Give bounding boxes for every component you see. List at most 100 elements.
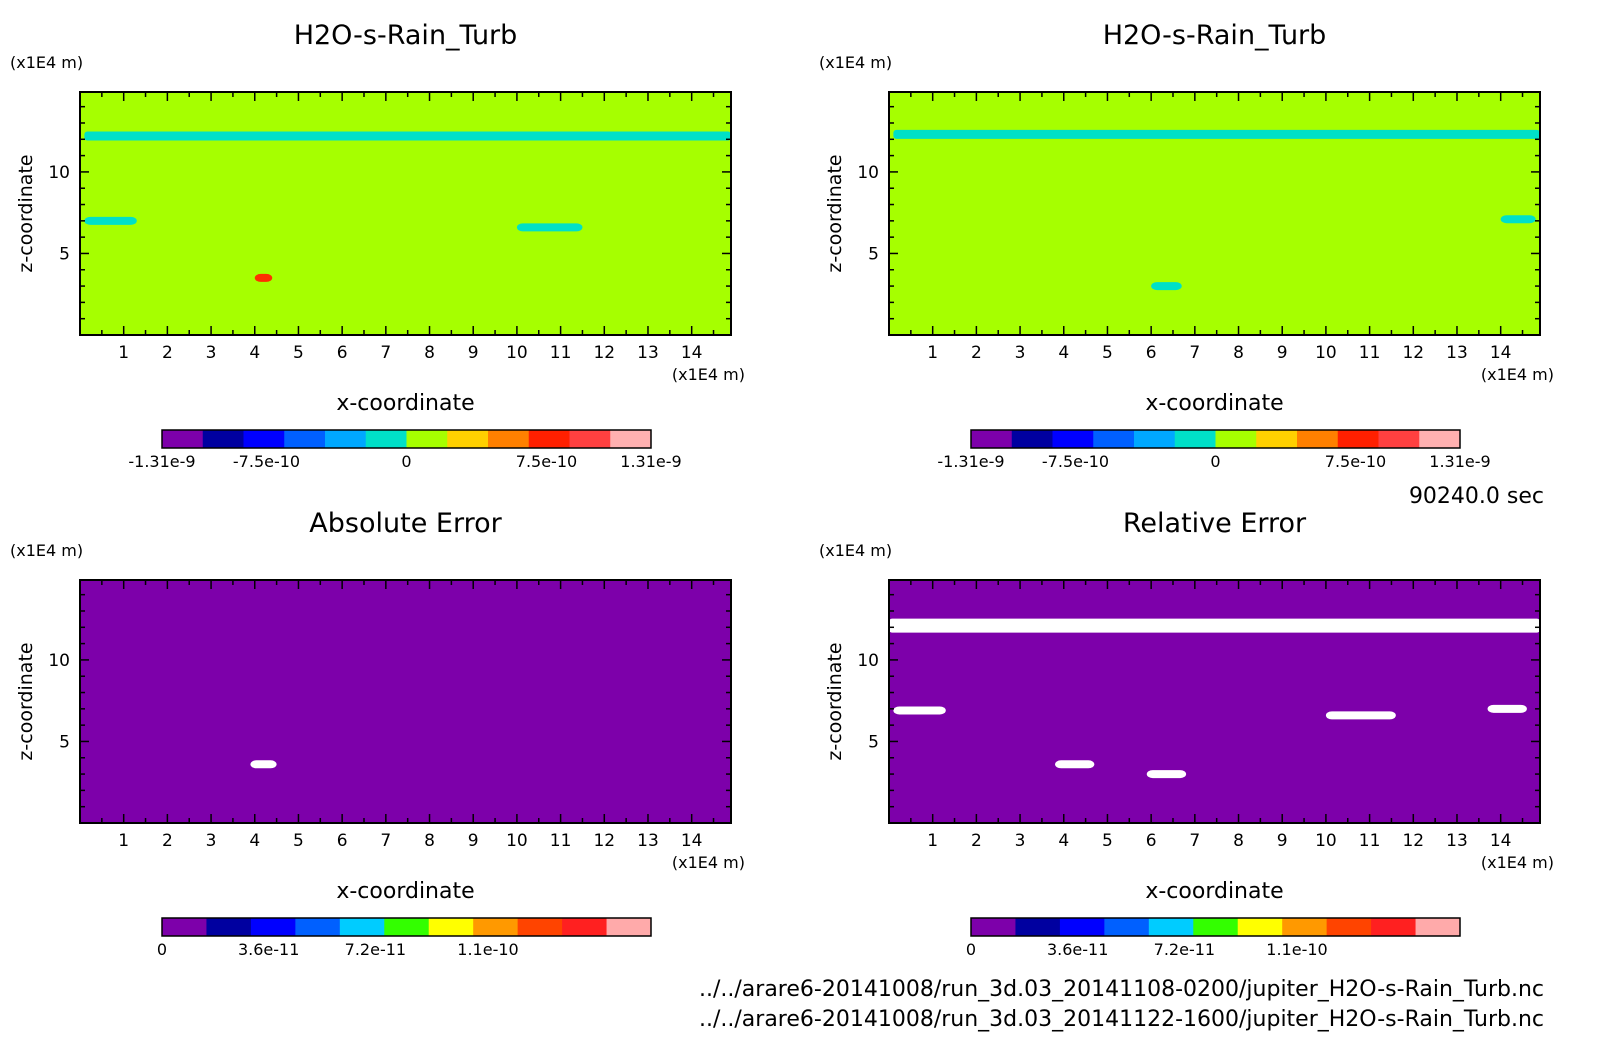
y-tick-label: 5	[59, 732, 70, 752]
colorbar-frame	[161, 917, 652, 937]
x-tick-label: 5	[1102, 343, 1113, 363]
y-tick-label: 10	[857, 163, 879, 183]
colorbar-label: 7.5e-10	[1325, 452, 1386, 471]
field-feature-2	[84, 216, 137, 225]
colorbar-swatch	[1015, 918, 1061, 936]
x-tick-label: 14	[1490, 343, 1512, 363]
colorbar-label: -1.31e-9	[937, 452, 1004, 471]
x-tick-label: 9	[1277, 343, 1288, 363]
y-tick-label: 10	[48, 651, 70, 671]
colorbar-swatch	[1193, 918, 1239, 936]
colorbar-swatch	[365, 430, 407, 448]
field-area	[889, 580, 1540, 823]
chart-panel-3: Absolute Error(x1E4 m)1 2 3 4 5 6 7 8 9 10 11 12 13 1…	[10, 508, 745, 959]
chart-panel-1: H2O-s-Rain_Turb(x1E4 m)1 2 3 4 5 6 7 8 9 10 11 12 13…	[10, 20, 745, 471]
y-tick-label: 5	[59, 244, 70, 264]
colorbar-swatch	[528, 430, 570, 448]
colorbar-label: 7.2e-11	[345, 940, 406, 959]
x-tick-label: 1	[927, 343, 938, 363]
plot-frame	[888, 91, 1541, 336]
field-feature-1	[250, 760, 277, 769]
colorbar-label: 3.6e-11	[238, 940, 299, 959]
x-tick-label: 4	[249, 343, 260, 363]
colorbar-swatch	[569, 430, 611, 448]
x-tick-label: 2	[971, 831, 982, 851]
y-tick-label: 10	[48, 163, 70, 183]
colorbar-swatch	[428, 918, 474, 936]
colorbar-swatch	[562, 918, 608, 936]
colorbar-frame	[161, 429, 652, 449]
x-tick-label: 3	[1015, 343, 1026, 363]
x-tick-label: 5	[293, 831, 304, 851]
x-tick-label: 9	[468, 831, 479, 851]
x-unit-label: (x1E4 m)	[1481, 365, 1554, 384]
x-unit-label: (x1E4 m)	[672, 853, 745, 872]
colorbar-label: 1.1e-10	[1266, 940, 1327, 959]
field-area	[80, 92, 731, 335]
colorbar-swatch	[1256, 430, 1298, 448]
colorbar-label: 7.5e-10	[516, 452, 577, 471]
colorbar-swatch	[1093, 430, 1135, 448]
file-path-1: ../../arare6-20141008/run_3d.03_20141108…	[699, 977, 1544, 1002]
colorbar-swatch	[488, 430, 530, 448]
x-tick-label: 12	[1402, 831, 1424, 851]
colorbar-label: -1.31e-9	[128, 452, 195, 471]
x-tick-label: 9	[468, 343, 479, 363]
x-tick-label: 11	[1359, 831, 1381, 851]
x-unit-label: (x1E4 m)	[1481, 853, 1554, 872]
x-tick-label: 2	[971, 343, 982, 363]
colorbar-swatch	[250, 918, 296, 936]
x-tick-label: 13	[1446, 831, 1468, 851]
field-feature-3	[1151, 282, 1182, 291]
file-path-2: ../../arare6-20141008/run_3d.03_20141122…	[699, 1007, 1544, 1032]
x-tick-label: 4	[1058, 343, 1069, 363]
y-axis-label: z-coordinate	[824, 154, 846, 272]
x-tick-label: 12	[593, 343, 615, 363]
field-area	[889, 92, 1540, 335]
colorbar-swatch	[1104, 918, 1150, 936]
colorbar-swatch	[1174, 430, 1216, 448]
x-tick-label: 2	[162, 831, 173, 851]
colorbar-swatch	[295, 918, 341, 936]
colorbar-swatch	[339, 918, 385, 936]
y-tick-label: 5	[868, 732, 879, 752]
colorbar-label: -7.5e-10	[233, 452, 300, 471]
field-feature-3	[516, 223, 583, 232]
field-feature-3	[1325, 711, 1396, 720]
colorbar-swatch	[971, 918, 1016, 936]
x-tick-label: 2	[162, 343, 173, 363]
y-axis-label: z-coordinate	[15, 154, 37, 272]
x-tick-label: 3	[1015, 831, 1026, 851]
chart-title: Relative Error	[1123, 508, 1307, 539]
x-tick-label: 13	[637, 831, 659, 851]
x-tick-label: 5	[1102, 831, 1113, 851]
x-tick-label: 8	[1233, 831, 1244, 851]
x-tick-label: 6	[1146, 343, 1157, 363]
colorbar-swatch	[1237, 918, 1283, 936]
plot-frame	[79, 579, 732, 824]
colorbar-swatch	[1419, 430, 1461, 448]
colorbar-label: 0	[1210, 452, 1220, 471]
x-tick-label: 3	[206, 343, 217, 363]
plot-frame	[888, 579, 1541, 824]
x-tick-label: 14	[681, 343, 703, 363]
x-tick-label: 10	[506, 343, 528, 363]
chart-panel-2: H2O-s-Rain_Turb(x1E4 m)1 2 3 4 5 6 7 8 9 10 11 12 13…	[819, 20, 1554, 471]
x-tick-label: 8	[424, 343, 435, 363]
colorbar-label: 3.6e-11	[1047, 940, 1108, 959]
chart-title: H2O-s-Rain_Turb	[1103, 20, 1327, 51]
chart-panel-4: Relative Error(x1E4 m)1 2 3 4 5 6 7 8 9 10 11 12 13 1…	[819, 508, 1554, 959]
x-tick-label: 11	[550, 831, 572, 851]
field-area	[80, 580, 731, 823]
colorbar-swatch	[606, 918, 652, 936]
x-tick-label: 8	[424, 831, 435, 851]
x-tick-label: 4	[249, 831, 260, 851]
colorbar-label: 1.31e-9	[620, 452, 681, 471]
colorbar-swatch	[1059, 918, 1105, 936]
x-tick-label: 8	[1233, 343, 1244, 363]
time-label: 90240.0 sec	[1409, 484, 1544, 509]
x-unit-label: (x1E4 m)	[672, 365, 745, 384]
chart-title: H2O-s-Rain_Turb	[294, 20, 518, 51]
x-tick-label: 6	[1146, 831, 1157, 851]
